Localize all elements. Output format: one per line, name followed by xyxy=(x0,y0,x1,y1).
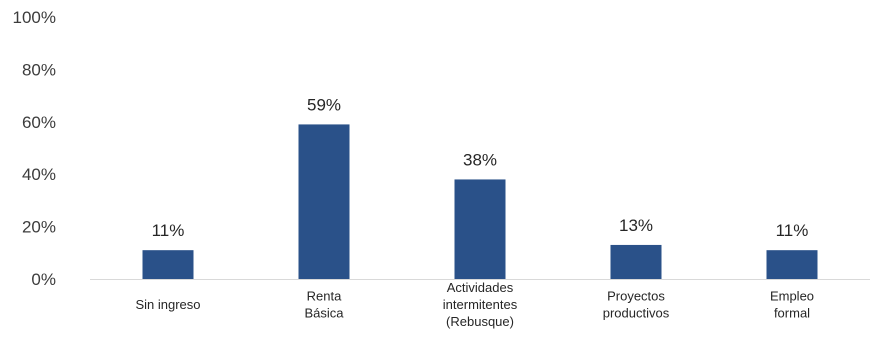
x-tick-label: Actividades intermitentes (Rebusque) xyxy=(443,280,518,329)
y-axis: 0% 20% 40% 60% 80% 100% xyxy=(13,8,56,289)
bar xyxy=(298,124,350,279)
x-tick-label-line: intermitentes xyxy=(443,297,518,312)
x-tick-label-line: Empleo xyxy=(770,289,814,304)
bar xyxy=(766,250,818,279)
y-tick-label: 60% xyxy=(22,113,56,132)
x-tick-label: Renta Básica xyxy=(304,289,344,321)
x-tick-label-line: Proyectos xyxy=(607,289,665,304)
x-tick-label-line: productivos xyxy=(603,306,670,321)
bar xyxy=(142,250,194,279)
x-tick-label: Proyectos productivos xyxy=(603,289,670,321)
x-tick-label: Sin ingreso xyxy=(135,297,200,312)
x-tick-label-line: formal xyxy=(774,306,810,321)
data-labels: 11% 59% 38% 13% 11% xyxy=(152,95,809,240)
x-tick-label-line: (Rebusque) xyxy=(446,314,514,329)
y-tick-label: 40% xyxy=(22,165,56,184)
y-tick-label: 0% xyxy=(31,270,56,289)
data-label: 11% xyxy=(152,221,185,240)
data-label: 11% xyxy=(776,221,809,240)
y-tick-label: 100% xyxy=(13,8,56,27)
y-tick-label: 80% xyxy=(22,60,56,79)
x-tick-label-line: Sin ingreso xyxy=(135,297,200,312)
data-label: 38% xyxy=(463,150,497,169)
bar xyxy=(610,244,662,279)
data-label: 13% xyxy=(619,216,653,235)
x-tick-label-line: Renta xyxy=(307,289,342,304)
x-axis: Sin ingreso Renta Básica Actividades intermi… xyxy=(135,280,814,329)
y-tick-label: 20% xyxy=(22,218,56,237)
data-label: 59% xyxy=(307,95,341,114)
x-tick-label-line: Básica xyxy=(304,306,344,321)
x-tick-label: Empleo formal xyxy=(770,289,814,321)
x-tick-label-line: Actividades xyxy=(447,280,514,295)
bars xyxy=(142,124,818,279)
bar xyxy=(454,179,506,279)
